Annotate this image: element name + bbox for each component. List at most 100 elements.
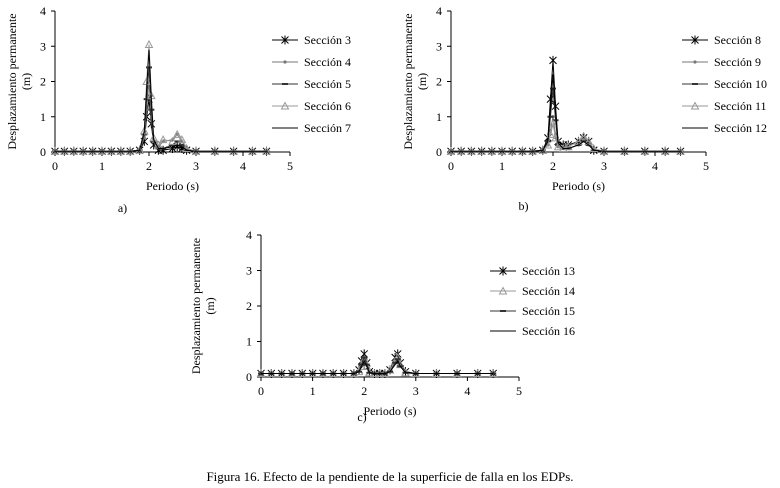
y-tick-label: 3 xyxy=(40,39,46,53)
x-tick-label: 0 xyxy=(52,159,58,173)
legend-item: Sección 9 xyxy=(682,55,761,69)
legend-label: Sección 9 xyxy=(714,55,761,69)
legend-marker xyxy=(693,60,697,64)
legend-label: Sección 7 xyxy=(304,121,351,135)
series-secci-n-16 xyxy=(261,359,494,374)
chart-panel-2: 0 1 2 3 4 5 0 1 2 3 4 Periodo (s) Desplazamiento per… xyxy=(401,4,767,213)
series-secci-n-5 xyxy=(52,66,270,153)
data-point xyxy=(357,361,366,370)
data-point xyxy=(168,136,177,145)
series-line xyxy=(451,60,681,152)
legend-item: Sección 16 xyxy=(490,324,575,338)
data-point xyxy=(395,360,405,369)
data-point xyxy=(563,142,573,151)
y-tick-label: 3 xyxy=(436,39,442,53)
series-line xyxy=(451,74,681,152)
legend-item: Sección 11 xyxy=(682,99,767,113)
data-point xyxy=(546,94,555,104)
legend-marker xyxy=(281,35,289,45)
y-tick-label: 3 xyxy=(246,264,252,278)
x-axis-label: Periodo (s) xyxy=(364,404,417,418)
data-point xyxy=(149,133,159,142)
series-line xyxy=(55,67,267,152)
legend-label: Sección 12 xyxy=(714,121,767,135)
legend-item: Sección 10 xyxy=(682,77,767,91)
y-tick-label: 1 xyxy=(246,335,252,349)
y-tick-label: 0 xyxy=(436,145,442,159)
y-tick-label: 0 xyxy=(40,145,46,159)
data-point xyxy=(362,361,372,370)
x-tick-label: 1 xyxy=(310,384,316,398)
series-line xyxy=(55,49,267,152)
x-tick-label: 0 xyxy=(258,384,264,398)
y-axis-label-unit: (m) xyxy=(203,297,217,314)
x-tick-label: 3 xyxy=(413,384,419,398)
data-point xyxy=(139,126,149,135)
y-tick-label: 4 xyxy=(246,228,252,242)
data-point xyxy=(549,55,557,65)
y-tick-label: 0 xyxy=(246,370,252,384)
legend-marker xyxy=(283,60,287,64)
legend-label: Sección 15 xyxy=(522,304,575,318)
x-tick-label: 4 xyxy=(652,159,658,173)
data-point xyxy=(144,39,154,48)
legend-item: Sección 5 xyxy=(272,77,351,91)
y-tick-label: 1 xyxy=(40,110,46,124)
y-tick-label: 1 xyxy=(436,110,442,124)
x-tick-label: 3 xyxy=(193,159,199,173)
y-axis-label: Desplazamiento permanente xyxy=(189,238,203,374)
legend-marker xyxy=(690,101,700,110)
series-secci-n-8 xyxy=(447,55,685,156)
legend-label: Sección 11 xyxy=(714,99,767,113)
chart-panel-1: 0 1 2 3 4 5 0 1 2 3 4 Periodo (s) Desplazamiento per… xyxy=(5,4,351,215)
data-point xyxy=(182,143,191,152)
y-axis-label: Desplazamiento permanente xyxy=(5,13,19,149)
legend-item: Sección 8 xyxy=(682,33,761,47)
x-axis-label: Periodo (s) xyxy=(552,179,605,193)
x-tick-label: 2 xyxy=(550,159,556,173)
x-axis-label: Periodo (s) xyxy=(146,179,199,193)
chart-panel-3: 0 1 2 3 4 5 0 1 2 3 4 Periodo (s) Desplazamiento per… xyxy=(189,228,575,424)
x-tick-label: 1 xyxy=(499,159,505,173)
series-line xyxy=(451,116,681,152)
x-tick-label: 1 xyxy=(99,159,105,173)
y-tick-label: 2 xyxy=(436,75,442,89)
series-line xyxy=(261,359,494,374)
legend-item: Sección 6 xyxy=(272,99,351,113)
x-tick-label: 5 xyxy=(287,159,293,173)
data-point xyxy=(548,119,558,128)
y-axis-label-unit: (m) xyxy=(415,73,429,90)
series-secci-n-11 xyxy=(446,119,685,155)
legend-marker xyxy=(691,35,699,45)
x-tick-label: 2 xyxy=(361,384,367,398)
legend-label: Sección 5 xyxy=(304,77,351,91)
y-tick-label: 2 xyxy=(246,299,252,313)
x-tick-label: 2 xyxy=(146,159,152,173)
legend-label: Sección 3 xyxy=(304,33,351,47)
legend-marker xyxy=(280,101,290,110)
x-tick-label: 4 xyxy=(464,384,470,398)
legend-label: Sección 16 xyxy=(522,324,575,338)
x-tick-label: 3 xyxy=(601,159,607,173)
panel-label: b) xyxy=(519,199,529,213)
legend-label: Sección 4 xyxy=(304,55,351,69)
data-point xyxy=(579,131,588,140)
data-point xyxy=(553,142,563,151)
legend-item: Sección 15 xyxy=(490,304,575,318)
series-secci-n-6 xyxy=(50,39,271,155)
legend-marker xyxy=(498,286,508,295)
data-point xyxy=(177,135,187,144)
legend-item: Sección 13 xyxy=(490,264,575,278)
data-point xyxy=(158,135,168,144)
panel-label: c) xyxy=(357,410,366,424)
series-line xyxy=(55,44,267,152)
series-secci-n-7 xyxy=(55,49,267,152)
data-point xyxy=(359,354,369,363)
legend-item: Sección 4 xyxy=(272,55,351,69)
legend-label: Sección 8 xyxy=(714,33,761,47)
legend-label: Sección 6 xyxy=(304,99,351,113)
x-tick-label: 5 xyxy=(516,384,522,398)
y-axis-label: Desplazamiento permanente xyxy=(401,13,415,149)
x-tick-label: 5 xyxy=(703,159,709,173)
